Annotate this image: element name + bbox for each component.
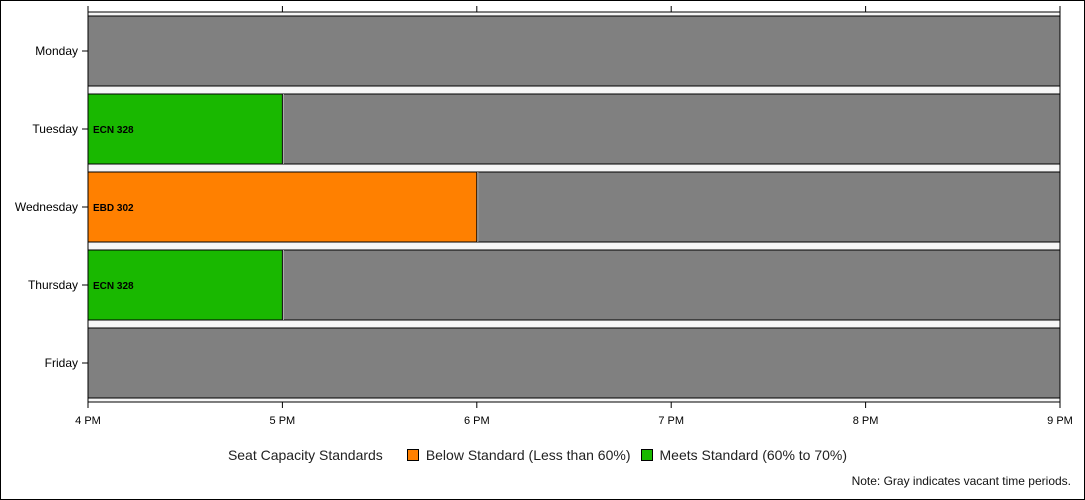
y-label-wednesday: Wednesday: [15, 200, 78, 214]
axis-labels: 4 PM 5 PM 6 PM 7 PM 8 PM 9 PM Monday Tuesday Wed…: [15, 44, 1073, 427]
legend-swatch-meets: [640, 449, 653, 461]
y-label-tuesday: Tuesday: [32, 122, 78, 136]
y-label-thursday: Thursday: [28, 278, 78, 292]
legend-label-below: Below Standard (Less than 60%): [425, 447, 631, 463]
legend-swatch-below: [406, 449, 419, 461]
chart-note: Note: Gray indicates vacant time periods…: [851, 474, 1071, 488]
booking-label-wednesday: EBD 302: [93, 203, 134, 214]
schedule-bars: ECN 328 EBD 302 ECN 328: [87, 15, 1061, 399]
legend: Seat Capacity Standards Below Standard (…: [0, 445, 1085, 465]
booking-label-tuesday: ECN 328: [93, 125, 134, 136]
x-tick-label: 4 PM: [75, 415, 101, 427]
x-tick-label: 6 PM: [464, 415, 490, 427]
vacant-bar-friday: [87, 327, 1061, 399]
booking-bar-tuesday: [87, 93, 283, 165]
y-label-friday: Friday: [45, 356, 78, 370]
legend-title: Seat Capacity Standards: [227, 447, 383, 463]
x-tick-label: 8 PM: [853, 415, 879, 427]
legend-item-meets: Meets Standard (60% to 70%): [640, 447, 848, 463]
vacant-bar-monday: [87, 15, 1061, 87]
legend-label-meets: Meets Standard (60% to 70%): [659, 447, 848, 463]
schedule-chart: ECN 328 EBD 302 ECN 328 4 PM 5 PM 6 PM 7 PM 8 …: [15, 6, 1073, 427]
legend-item-below: Below Standard (Less than 60%): [406, 447, 631, 463]
y-label-monday: Monday: [35, 44, 78, 58]
x-tick-label: 5 PM: [270, 415, 296, 427]
x-tick-label: 9 PM: [1047, 415, 1073, 427]
booking-label-thursday: ECN 328: [93, 281, 134, 292]
booking-bar-thursday: [87, 249, 283, 321]
x-tick-label: 7 PM: [658, 415, 684, 427]
booking-bar-wednesday: [87, 171, 478, 243]
axis-ticks: [82, 6, 1061, 408]
